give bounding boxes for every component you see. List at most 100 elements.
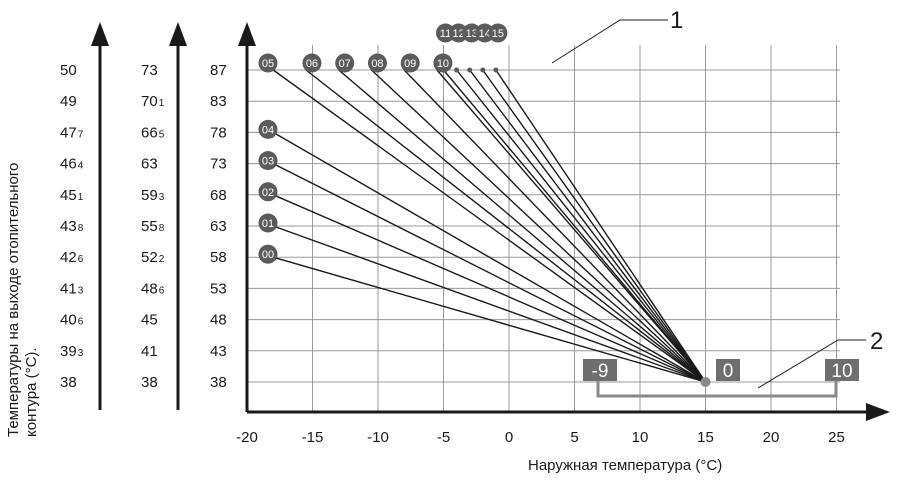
curve-line-01 [272,225,706,383]
curve-line-11 [442,69,707,383]
y-tick-label: 593 [141,187,165,204]
y-axis-title-line2: контура (°C). [23,347,40,437]
y-tick-label: 73 [141,62,158,79]
curve-dot-13 [467,67,473,73]
y-tick-label: 393 [60,343,84,360]
callouts: 12 [551,7,883,389]
callout-1-leader [551,19,668,64]
x-tick-label: -15 [302,429,324,446]
scale-arrow-head-2 [169,22,187,46]
curve-marker-11 [436,23,455,43]
curve-label-04: 04 [262,124,274,136]
curve-marker-02 [258,182,278,202]
x-tick-label: -5 [437,429,450,446]
scale-arrow-head-1 [91,22,109,46]
curve-dot-12 [454,67,460,73]
curve-label-09: 09 [404,58,416,70]
curve-line-06 [305,69,706,383]
curve-line-08 [370,69,706,383]
curve-marker-13 [462,23,482,43]
y-tick-label: 522 [141,249,165,266]
curve-label-00: 00 [262,249,274,261]
curve-marker-05 [258,53,278,73]
x-tick-label: -10 [367,429,389,446]
y-tick-label: 58 [210,249,227,266]
curve-label-14: 14 [479,28,491,40]
curve-line-13 [469,69,707,383]
curve-line-09 [403,69,707,383]
curve-marker-00 [258,244,278,264]
offset-mid-box-label: 0 [723,361,734,382]
curve-marker-07 [335,53,355,73]
y-tick-label: 53 [210,280,227,297]
y-tick-label: 45 [141,312,158,329]
y-tick-label: 73 [210,156,227,173]
curve-label-12: 12 [452,28,464,40]
curve-label-01: 01 [262,218,274,230]
x-tick-label: 25 [828,429,845,446]
callout-2-leader [757,339,866,389]
curve-dot-15 [493,67,499,73]
y-tick-label: 438 [60,218,84,235]
curve-line-00 [273,256,706,383]
curve-marker-03 [258,151,278,171]
curve-line-10 [436,69,707,383]
y-tick-label: 426 [60,249,84,266]
y-tick-label: 451 [60,187,84,204]
curve-marker-10 [433,53,453,73]
curve-label-13: 13 [466,28,478,40]
curve-marker-12 [449,23,469,43]
curve-label-05: 05 [262,58,274,70]
curve-line-07 [338,69,706,383]
y-tick-label: 413 [60,280,84,297]
offset-scale: -9 0 10 [583,359,859,398]
offset-left-box-label: -9 [592,361,609,382]
x-axis-arrow [866,403,890,421]
x-tick-label: 15 [697,429,714,446]
y-tick-label: 68 [210,187,227,204]
y-tick-label: 50 [60,62,77,79]
offset-right-box [825,359,859,381]
y-tick-label: 41 [141,343,158,360]
curve-line-05 [272,69,706,383]
curve-line-14 [482,69,707,383]
y-tick-label: 558 [141,218,165,235]
offset-right-box-label: 10 [831,361,852,382]
y-axis-title-line1: Температуры на выходе отопительного [5,163,22,437]
curve-label-03: 03 [262,156,274,168]
y-tick-label: 87 [210,62,227,79]
curve-label-02: 02 [262,187,274,199]
curve-label-08: 08 [371,58,383,70]
curve-marker-08 [367,53,387,73]
y-tick-label: 665 [141,124,165,141]
y-tick-label: 477 [60,124,84,141]
curve-line-12 [456,69,707,383]
curve-marker-09 [400,53,420,73]
grid [246,45,840,412]
y-axis-title: Температуры на выходе отопительного конт… [5,158,40,437]
x-tick-label: 0 [505,429,513,446]
y-tick-label: 49 [60,93,77,110]
y-tick-label: 38 [141,374,158,391]
callout-2-label: 2 [870,328,883,355]
curve-label-11: 11 [440,28,451,40]
x-tick-label: -20 [236,429,258,446]
curve-label-15: 15 [492,28,504,40]
y-tick-label: 38 [60,374,77,391]
y-tick-label: 406 [60,312,84,329]
pivot-point [700,377,711,387]
x-tick-label: 10 [632,429,649,446]
y-tick-label: 63 [210,218,227,235]
offset-mid-box [716,359,740,381]
y-tick-label: 43 [210,343,227,360]
offset-left-box [583,359,617,381]
y-tick-label: 78 [210,124,227,141]
y-tick-label: 464 [60,156,84,173]
curve-label-06: 06 [306,58,318,70]
curve-lines [272,69,707,383]
curve-marker-06 [302,53,322,73]
curve-dot-14 [480,67,486,73]
x-ticks: -20 -15 -10 -5 0 5 10 15 20 25 [236,429,845,446]
y-tick-label: 701 [141,93,165,110]
